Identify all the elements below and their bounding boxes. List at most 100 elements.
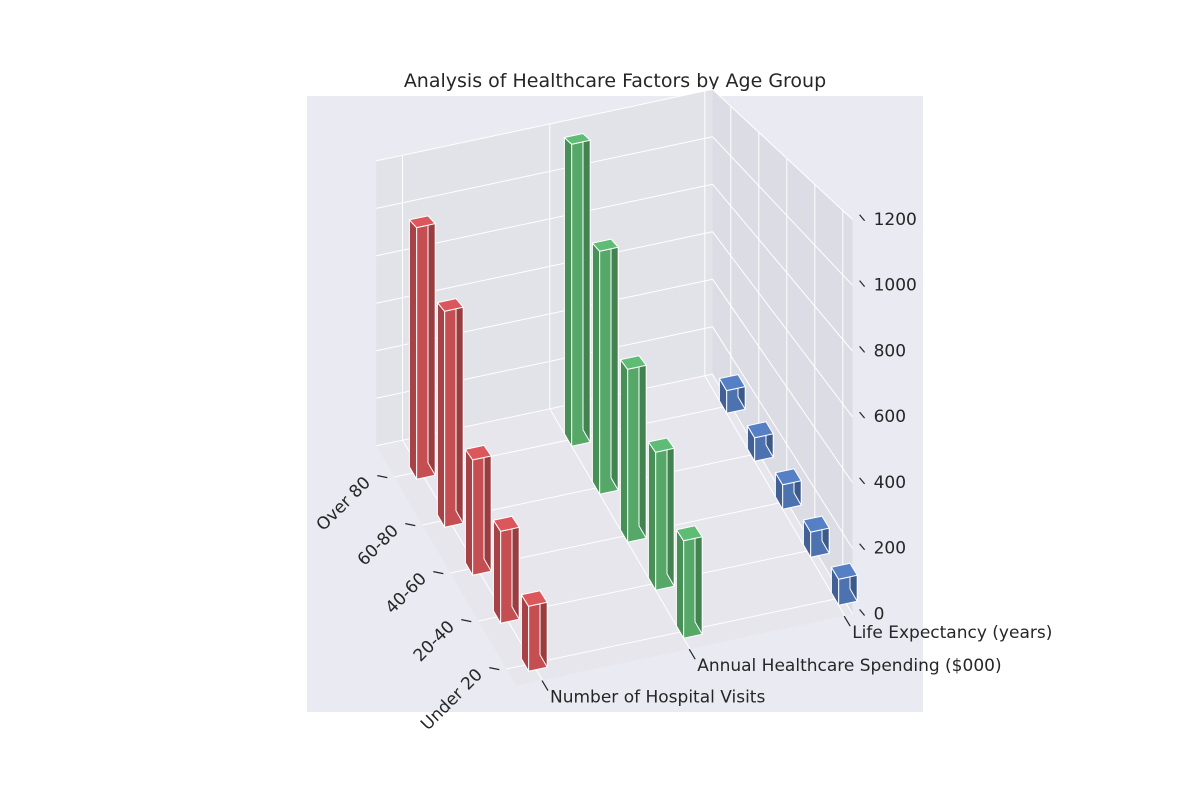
category-tick (433, 571, 444, 575)
series-tick-labels: Number of Hospital Visits Annual Healthca… (550, 623, 1052, 707)
value-tick (859, 543, 866, 551)
value-tick-label: 0 (874, 605, 885, 625)
gridline-floor (704, 375, 846, 617)
bar-face-right (455, 298, 464, 524)
bar (647, 437, 675, 591)
chart-title: Analysis of Healthcare Factors by Age Gr… (403, 70, 827, 92)
bar-face-top (591, 238, 619, 252)
bar-face-top (619, 355, 647, 370)
bar-face-left (563, 137, 573, 447)
bar-face-top (520, 590, 548, 607)
bar-face-top (464, 444, 492, 461)
bar-face-left (591, 242, 601, 495)
category-tick (489, 667, 500, 671)
bar-face-left (464, 448, 474, 576)
bar-face-right (638, 355, 647, 539)
value-tick-label: 600 (874, 407, 906, 427)
series-tick-label: Life Expectancy (years) (852, 623, 1052, 643)
value-tick (859, 411, 866, 419)
bar (408, 215, 436, 480)
category-tick-label: Under 20 (417, 665, 487, 735)
category-tick-label: Over 80 (313, 473, 375, 535)
bar (774, 468, 802, 510)
bar (746, 421, 774, 462)
gridline-floor (549, 408, 691, 650)
bar-face-right (666, 437, 675, 587)
bar-face-right (483, 444, 492, 572)
value-tick-label: 200 (874, 539, 906, 559)
bar-face-left (436, 302, 446, 528)
category-tick-label: 20-40 (410, 617, 459, 666)
bar-face-left (647, 441, 657, 591)
bar-face-top (408, 215, 436, 229)
value-tick-labels: 0 200 400 600 800 1000 1200 (874, 210, 917, 625)
bar-face-left (675, 529, 685, 639)
gridline-back (376, 88, 713, 162)
bar (830, 562, 858, 606)
bar-face-left (492, 519, 502, 624)
gridline-back (376, 136, 713, 209)
bar (675, 525, 703, 639)
side-pane (712, 89, 853, 615)
bars (408, 133, 858, 672)
value-tick (859, 280, 866, 287)
category-tick (405, 523, 416, 527)
value-tick-label: 800 (874, 341, 906, 361)
bar-face-left (408, 219, 418, 480)
category-tick (377, 475, 388, 479)
value-tick (859, 346, 866, 353)
series-tick-label: Number of Hospital Visits (550, 688, 765, 708)
bar-face-right (427, 215, 436, 476)
bar-face-right (582, 133, 591, 443)
gridline-side (712, 183, 853, 352)
gridline-side (712, 278, 853, 483)
bar-face-right (610, 238, 619, 491)
gridline-side (712, 88, 853, 220)
bar (520, 590, 548, 672)
bar (802, 515, 830, 558)
bar (563, 133, 591, 447)
gridline-floor (506, 596, 843, 670)
bar-face-left (520, 594, 530, 672)
category-tick (461, 619, 472, 623)
bar-face-top (436, 298, 464, 312)
value-axis (859, 214, 866, 616)
bar (492, 515, 520, 624)
gridline-side (712, 231, 853, 418)
bar (619, 355, 647, 543)
series-tick-label: Annual Healthcare Spending ($000) (697, 656, 1001, 676)
bar-face-right (511, 515, 520, 620)
value-tick-label: 400 (874, 473, 906, 493)
bar (436, 298, 464, 528)
bar-face-right (694, 525, 703, 635)
bar-face-top (647, 437, 675, 453)
bar-face-top (675, 525, 703, 542)
value-tick (859, 214, 866, 222)
bar-face-top (563, 133, 591, 145)
bar (464, 444, 492, 576)
series-tick (541, 680, 549, 691)
gridline-side (712, 136, 853, 286)
bar-face-top (718, 374, 746, 392)
value-tick-label: 1000 (874, 276, 917, 296)
category-axis (377, 475, 500, 671)
series-tick (688, 648, 696, 660)
bar-face-top (746, 421, 774, 439)
series-axis (541, 615, 851, 691)
value-tick (859, 477, 866, 485)
category-tick-label: 40-60 (382, 569, 431, 618)
value-tick (859, 609, 866, 616)
category-tick-label: 60-80 (354, 521, 403, 570)
bar-face-top (774, 468, 802, 486)
bar (718, 374, 746, 414)
bar-face-top (802, 515, 830, 533)
bar (591, 238, 619, 495)
bar-face-left (619, 359, 629, 543)
gridline-side (712, 326, 853, 549)
value-tick-label: 1200 (874, 210, 917, 230)
bar-face-top (830, 562, 858, 580)
series-tick (843, 615, 851, 627)
bar-face-top (492, 515, 520, 532)
